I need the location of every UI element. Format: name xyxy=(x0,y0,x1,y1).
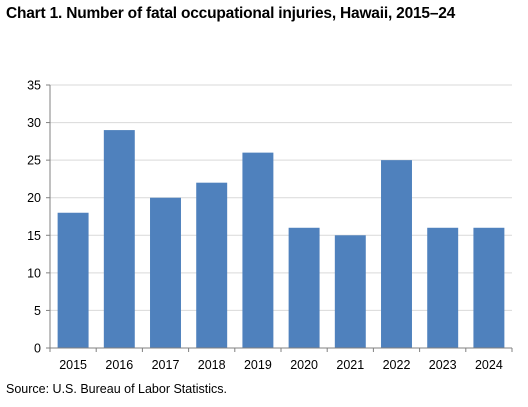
source-note: Source: U.S. Bureau of Labor Statistics. xyxy=(6,382,227,396)
bar-2020 xyxy=(288,227,320,348)
bar-2021 xyxy=(334,235,366,348)
y-tick-label: 10 xyxy=(27,266,41,280)
bar-2019 xyxy=(242,152,274,348)
y-tick-label: 0 xyxy=(34,342,41,356)
y-tick-label: 15 xyxy=(27,229,41,243)
x-tick-label: 2015 xyxy=(59,358,87,372)
bars xyxy=(57,130,505,348)
axes xyxy=(46,84,513,352)
bar-2015 xyxy=(57,212,89,348)
x-tick-label: 2021 xyxy=(336,358,364,372)
bar-2023 xyxy=(427,227,459,348)
x-tick-label: 2017 xyxy=(152,358,180,372)
bar-2022 xyxy=(381,160,412,348)
x-tick-label: 2020 xyxy=(290,358,318,372)
y-tick-label: 5 xyxy=(34,304,41,318)
bar-2024 xyxy=(473,227,505,348)
y-tick-labels: 0 5 10 15 20 25 30 35 xyxy=(27,79,41,356)
y-tick-label: 20 xyxy=(27,191,41,205)
x-tick-label: 2018 xyxy=(198,358,226,372)
bar-2018 xyxy=(196,182,228,348)
x-tick-label: 2024 xyxy=(475,358,503,372)
x-tick-label: 2022 xyxy=(383,358,411,372)
y-tick-label: 25 xyxy=(27,154,41,168)
x-tick-label: 2016 xyxy=(105,358,133,372)
bar-2017 xyxy=(150,197,181,348)
chart-title: Chart 1. Number of fatal occupational in… xyxy=(6,5,456,22)
x-tick-label: 2023 xyxy=(429,358,457,372)
x-tick-labels: 2015 2016 2017 2018 2019 2020 2021 2022 2023 2024 xyxy=(59,358,503,372)
y-tick-label: 30 xyxy=(27,116,41,130)
x-tick-label: 2019 xyxy=(244,358,272,372)
y-tick-label: 35 xyxy=(27,79,41,93)
bar-2016 xyxy=(103,130,135,348)
